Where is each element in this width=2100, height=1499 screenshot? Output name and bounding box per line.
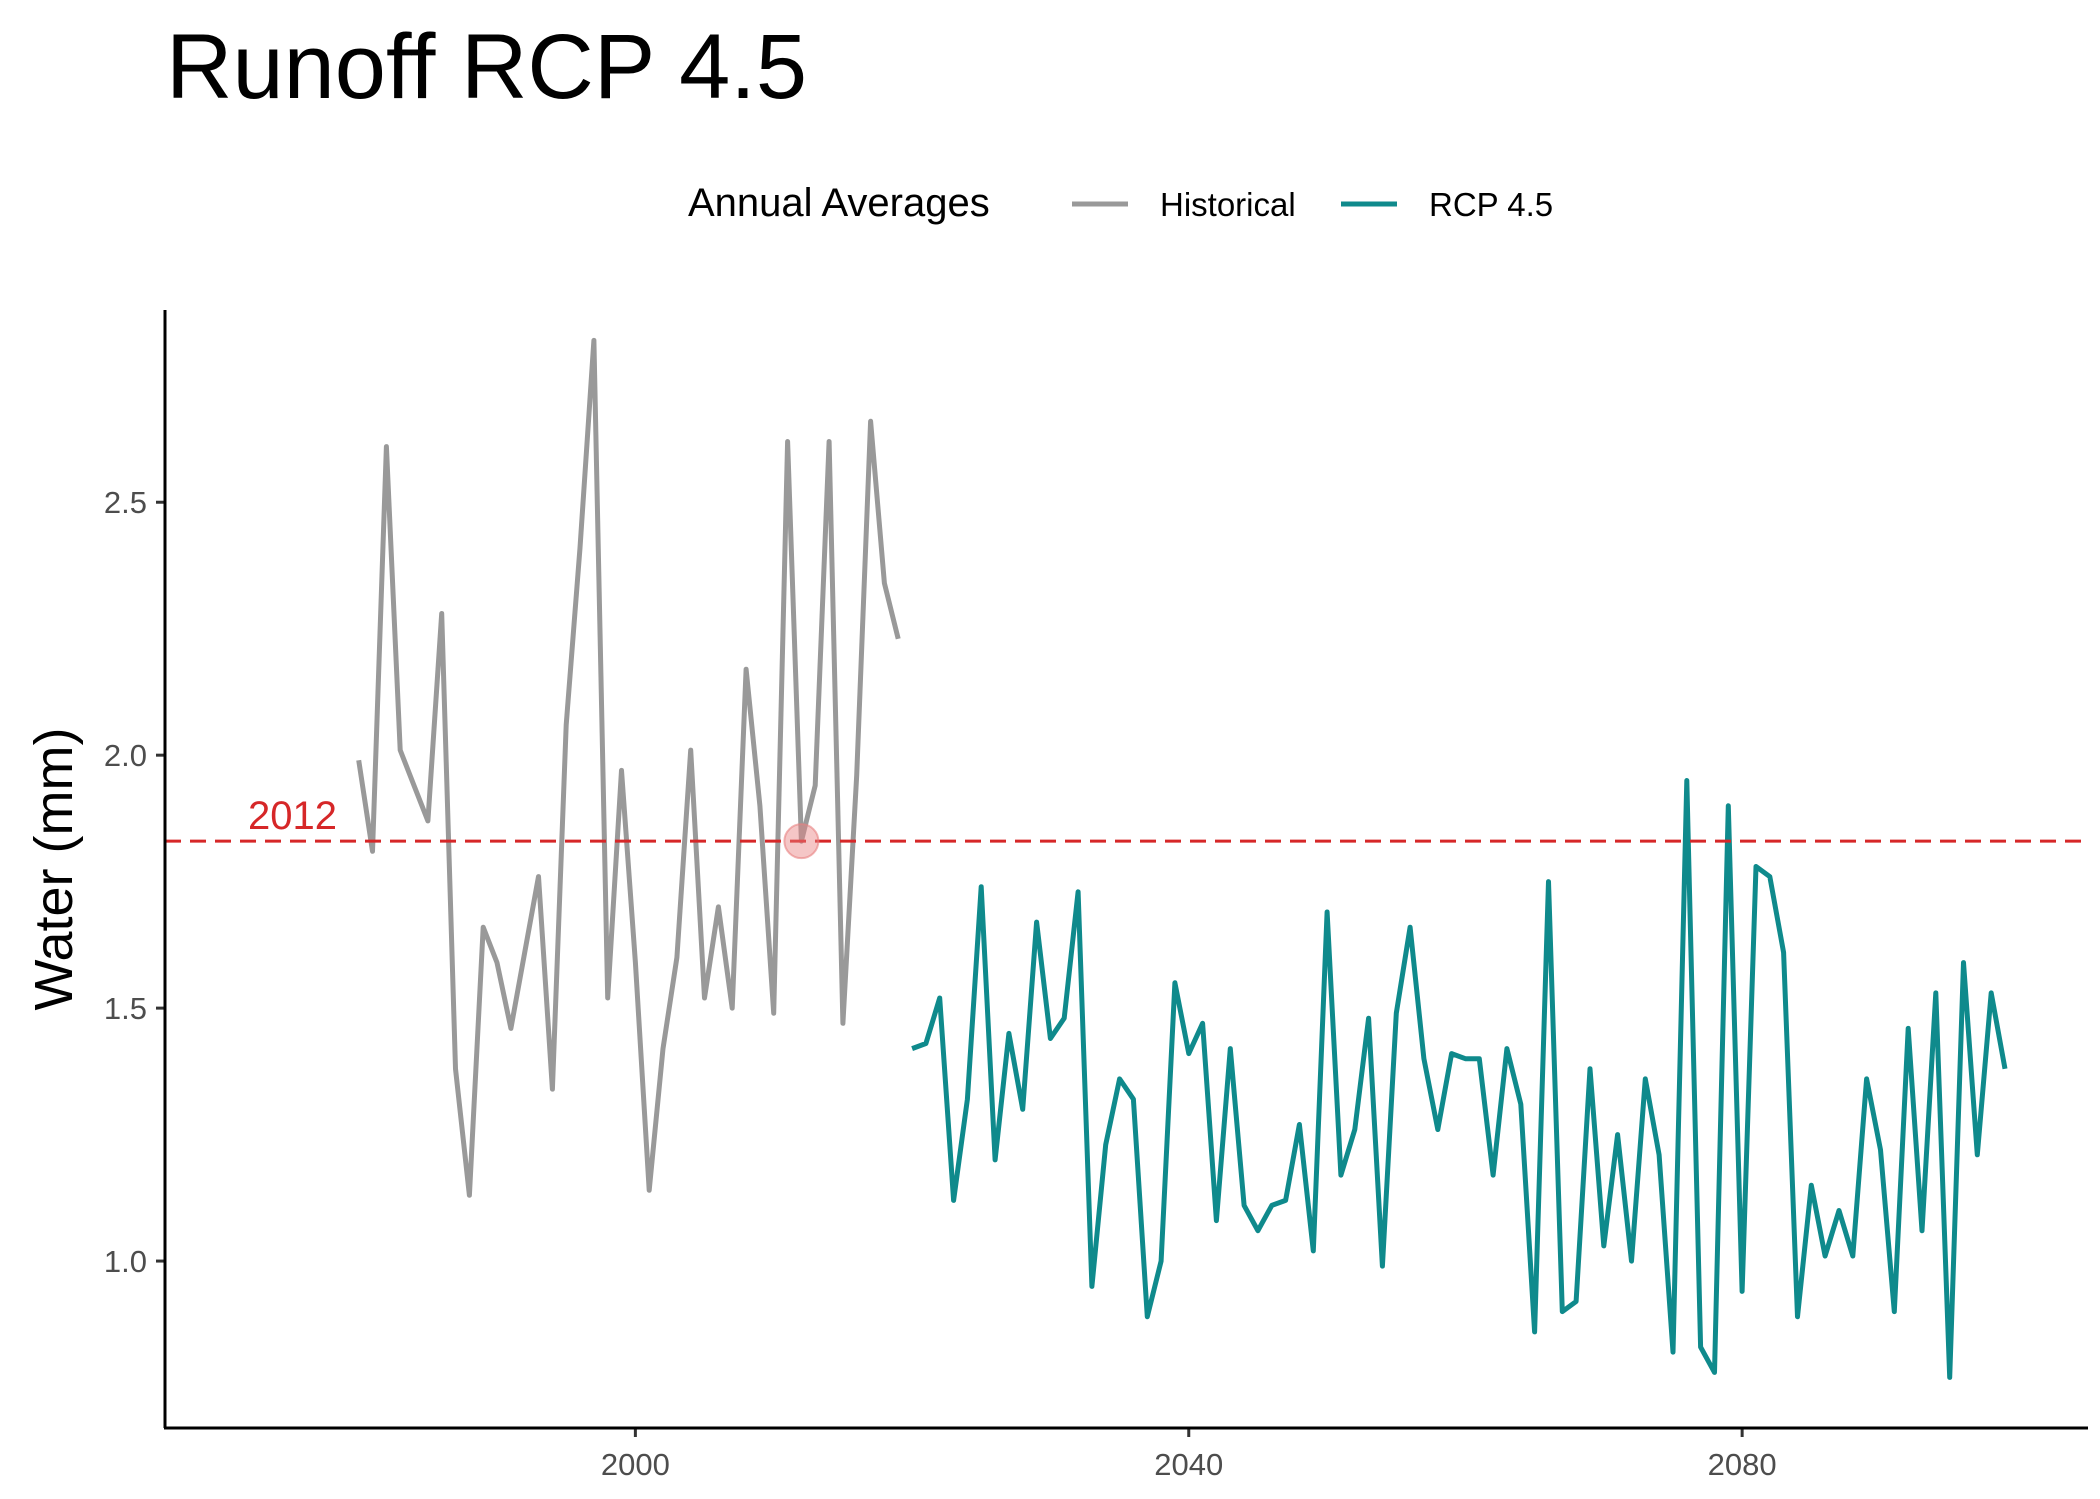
y-axis-title: Water (mm) [24,728,84,1011]
y-axis-ticks: 1.0 1.5 2.0 2.5 [104,485,165,1279]
x-axis-ticks: 2000 2040 2080 [601,1428,1777,1482]
legend: Annual Averages Historical RCP 4.5 [688,181,1553,225]
x-tick-label: 2000 [601,1447,670,1482]
series-layer [356,337,2008,1380]
legend-label-historical: Historical [1160,186,1296,223]
y-tick-label: 2.0 [104,738,147,773]
chart-title: Runoff RCP 4.5 [166,16,807,118]
series-line-historical [356,337,901,1198]
legend-title: Annual Averages [688,181,990,225]
y-tick-label: 1.0 [104,1244,147,1279]
x-tick-label: 2040 [1154,1447,1223,1482]
reference-line-label: 2012 [248,794,337,838]
x-tick-label: 2080 [1708,1447,1777,1482]
series-line-rcp-4-5 [911,778,2008,1380]
highlight-point-2012 [783,823,820,860]
y-tick-label: 2.5 [104,485,147,520]
y-tick-label: 1.5 [104,991,147,1026]
legend-label-rcp45: RCP 4.5 [1429,186,1553,223]
